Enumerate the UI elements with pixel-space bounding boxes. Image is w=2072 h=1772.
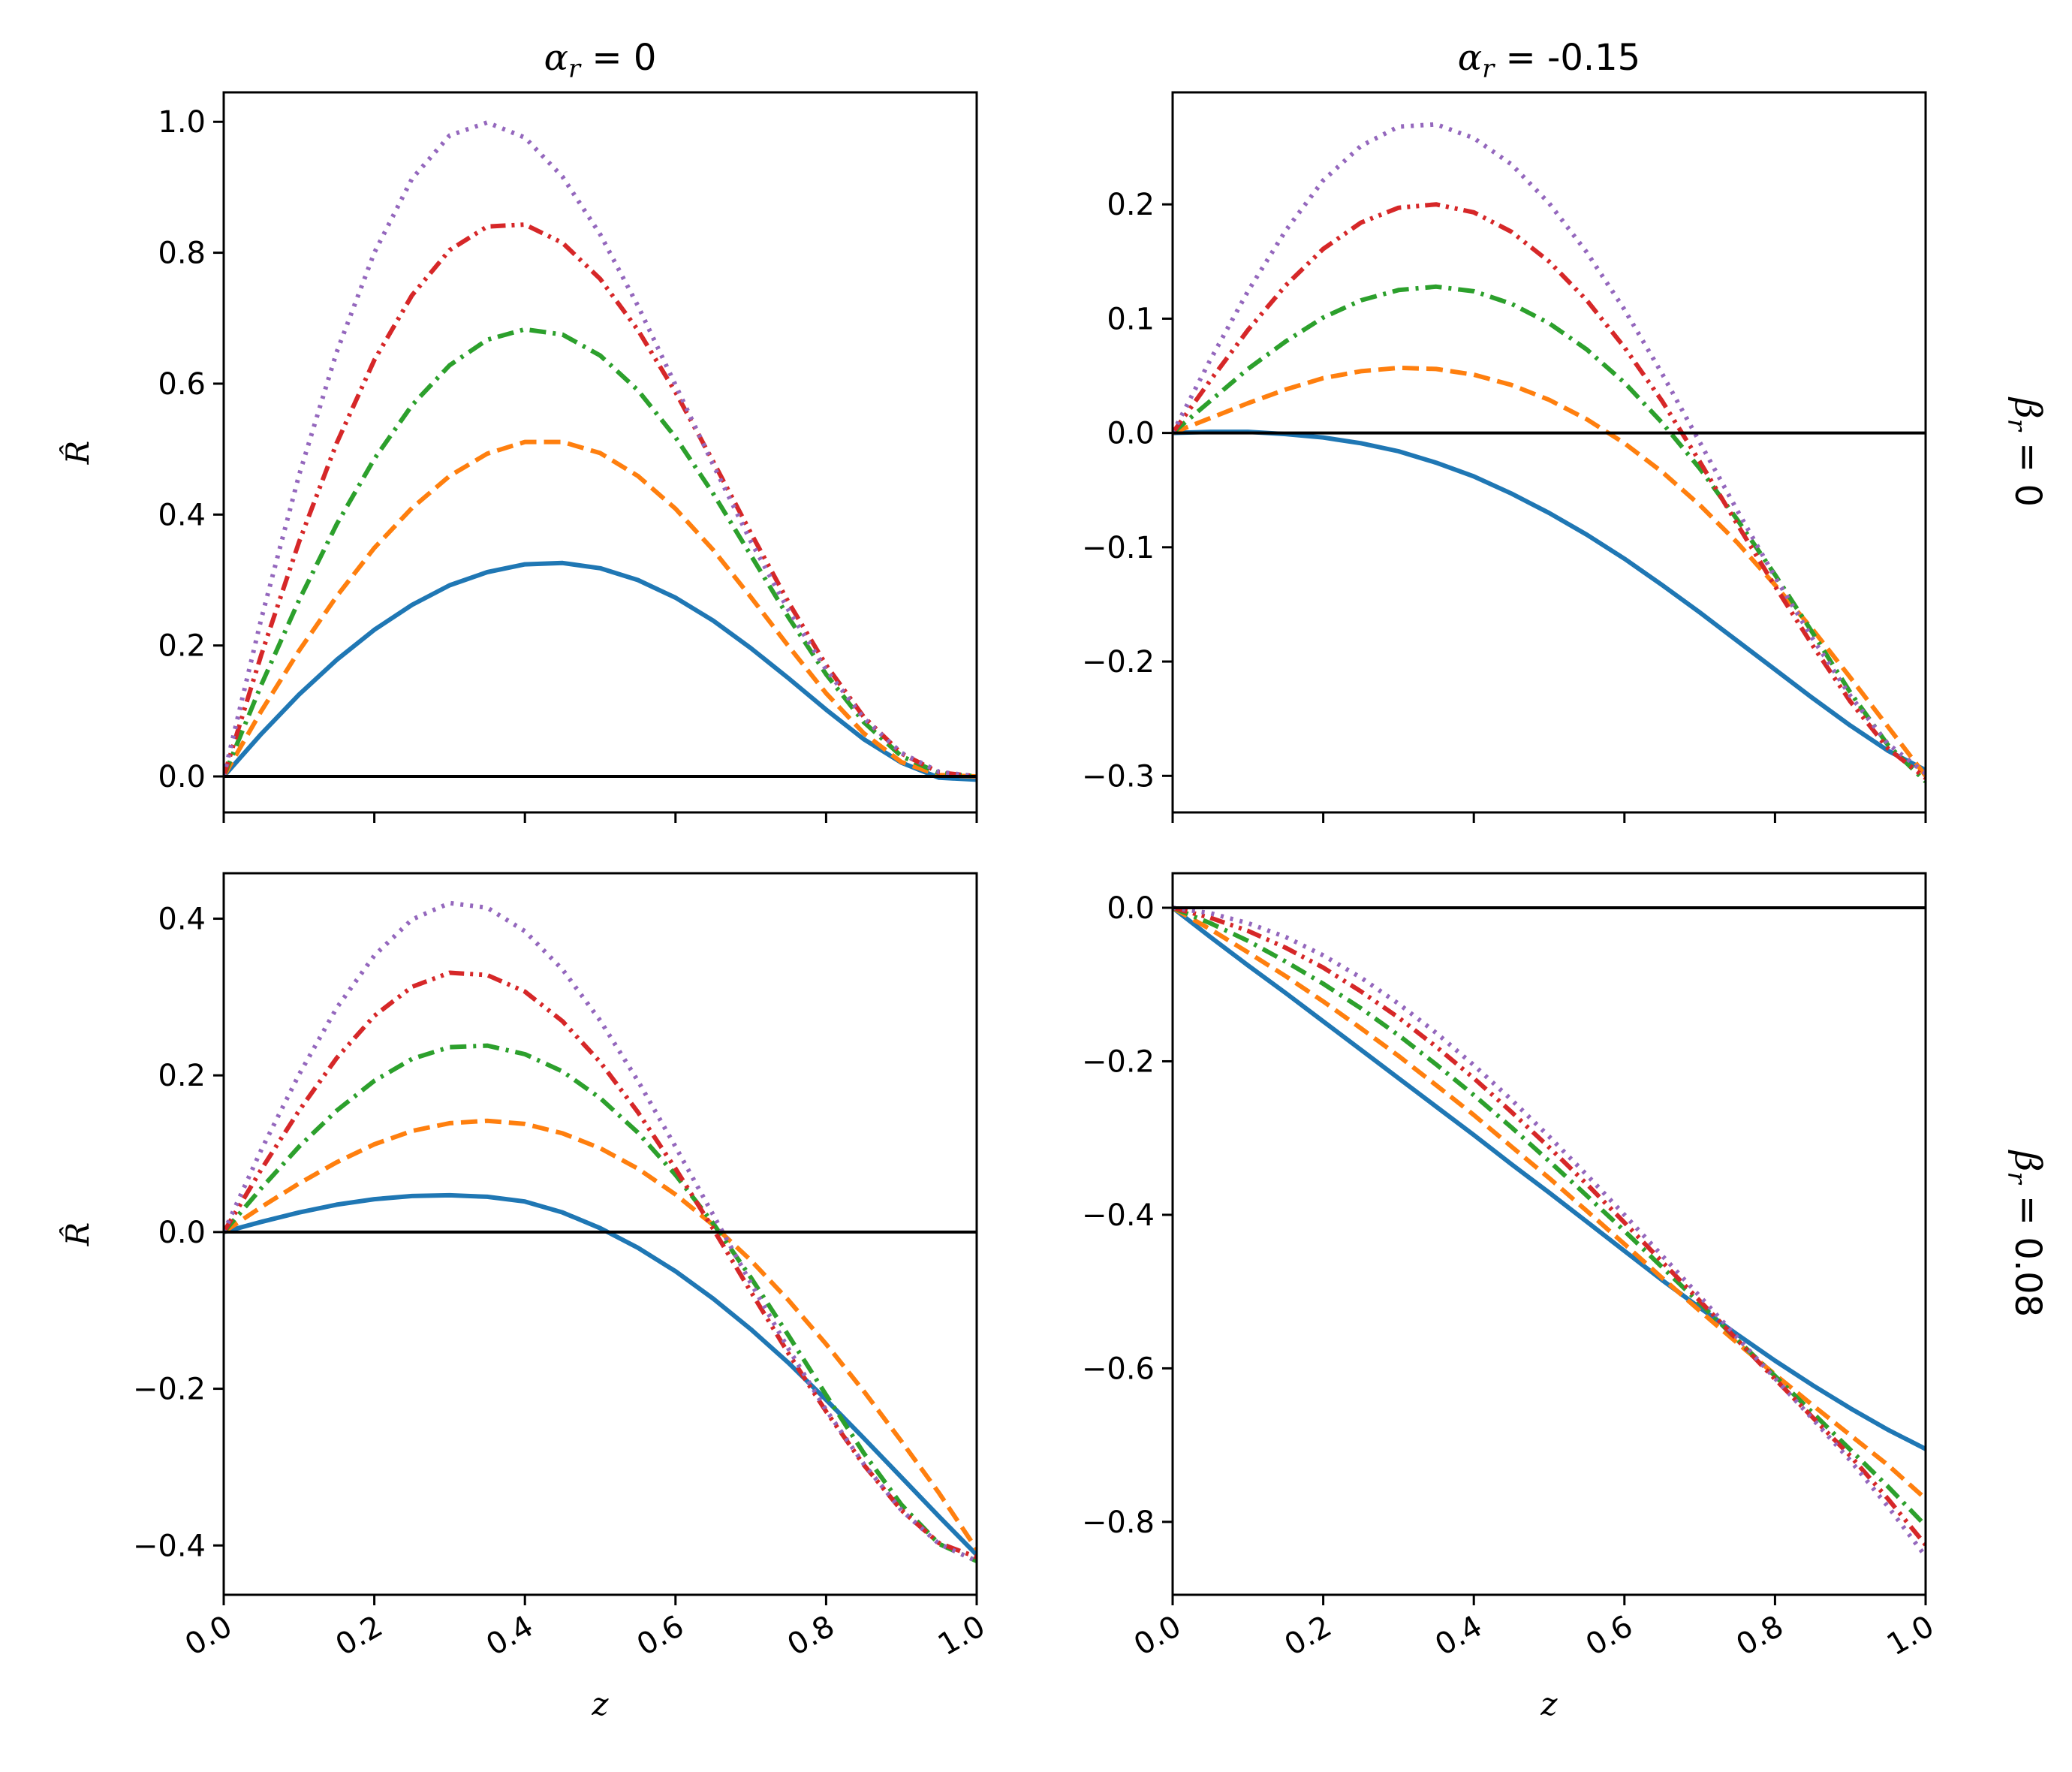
panel-top-right-series: [1173, 122, 1926, 784]
panel-bottom-right-frame: [1171, 872, 1927, 1596]
y-tick-label: 0.2: [158, 1059, 206, 1093]
panel-bottom-left-ylabel: R̂: [58, 1222, 96, 1247]
series-line-dotted: [1173, 906, 1926, 1558]
panel-top-right-frame: [1171, 91, 1927, 814]
panel-top-left-title: αr = 0: [544, 37, 657, 83]
row-label-bottom: βr = 0.08: [2002, 1150, 2049, 1317]
series-line-solid: [224, 1192, 977, 1557]
y-tick-label: 0.0: [158, 760, 206, 794]
panel-top-left-y-axis: 0.0 0.2 0.4 0.6 0.8 1.0: [158, 105, 224, 794]
y-tick-label: 0.0: [1107, 891, 1155, 926]
panel-top-left-frame: [222, 91, 978, 814]
series-line-dashed: [224, 439, 977, 779]
y-tick-label: −0.4: [1082, 1198, 1155, 1233]
panel-top-left: 0.0 0.2 0.4 0.6 0.8 1.0 αr = 0 R̂: [58, 37, 978, 823]
y-tick-label: 0.0: [158, 1216, 206, 1250]
panel-top-left-series: [224, 120, 977, 782]
series-line-dashdot: [224, 327, 977, 779]
panel-top-right-title: αr = -0.15: [1458, 37, 1640, 83]
panel-top-left-x-axis: [222, 812, 978, 823]
y-tick-label: −0.2: [1082, 1044, 1155, 1079]
panel-bottom-left-frame: [222, 872, 978, 1596]
y-tick-label: 0.2: [158, 629, 206, 664]
panel-bottom-right: −0.8−0.6−0.4−0.20.0 0.0 0.2 0.4 0.6 0.8 1.0 z…: [1082, 872, 2049, 1722]
series-line-dashdotdot: [224, 222, 977, 779]
series-line-dashdot: [1173, 906, 1926, 1528]
y-tick-label: 0.1: [1107, 302, 1155, 336]
series-line-dashdotdot: [1173, 906, 1926, 1547]
series-line-solid: [1173, 429, 1926, 773]
panel-top-right-y-axis: −0.3 −0.2 −0.1 0.0 0.1 0.2: [1082, 188, 1173, 794]
y-tick-label: −0.2: [1082, 645, 1155, 680]
y-tick-label: −0.8: [1082, 1505, 1155, 1540]
y-tick-label: 0.2: [1107, 188, 1155, 222]
y-tick-label: 0.4: [158, 903, 206, 937]
y-tick-label: 0.8: [158, 237, 206, 271]
panel-bottom-right-series: [1173, 906, 1926, 1558]
series-line-dashdotdot: [1173, 202, 1926, 780]
panel-bottom-left-xlabel: z: [591, 1686, 609, 1722]
panel-bottom-left-series: [224, 900, 977, 1563]
y-tick-label: −0.1: [1082, 531, 1155, 565]
y-tick-label: −0.6: [1082, 1352, 1155, 1386]
y-tick-label: 0.0: [1107, 417, 1155, 451]
row-label-top: βr = 0: [2002, 396, 2049, 507]
y-tick-label: 0.4: [158, 498, 206, 532]
y-tick-label: 1.0: [158, 105, 206, 140]
y-tick-label: −0.4: [133, 1529, 206, 1563]
panel-top-left-ylabel: R̂: [58, 441, 96, 466]
series-line-dotted: [224, 120, 977, 779]
panel-bottom-right-xlabel: z: [1540, 1686, 1558, 1722]
panel-bottom-left-y-axis: −0.4 −0.2 0.0 0.2 0.4: [133, 903, 224, 1563]
series-line-dashdotdot: [224, 970, 977, 1560]
series-line-dashed: [224, 1118, 977, 1551]
panel-bottom-right-y-axis: −0.8 −0.6 −0.4 −0.2 0.0: [1082, 891, 1173, 1540]
y-tick-label: −0.2: [133, 1373, 206, 1407]
series-line-solid: [1173, 906, 1926, 1451]
series-line-solid: [224, 560, 977, 782]
panel-top-right-x-axis: [1171, 812, 1927, 823]
series-line-dashed: [1173, 906, 1926, 1501]
y-tick-label: −0.3: [1082, 759, 1155, 794]
series-line-dashed: [1173, 365, 1926, 778]
y-tick-label: 0.6: [158, 367, 206, 402]
panel-top-right: −0.3 −0.2 −0.1 0.0 0.1 0.2 αr = -0.15 βr = 0: [1082, 37, 2049, 823]
